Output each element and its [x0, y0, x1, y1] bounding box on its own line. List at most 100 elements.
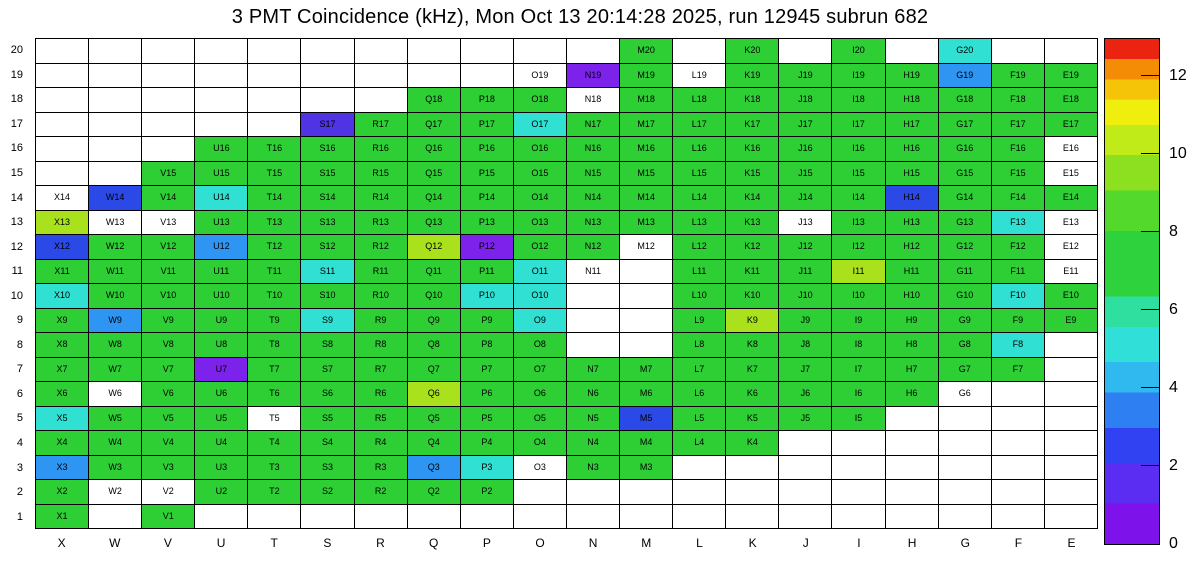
heatmap-cell: J5	[779, 406, 833, 431]
heatmap-cell: F19	[991, 63, 1045, 88]
heatmap-cell: V15	[142, 161, 196, 186]
heatmap-cell: V11	[142, 259, 196, 284]
heatmap-cell: N18	[566, 88, 621, 113]
heatmap-cell: O7	[513, 357, 567, 382]
heatmap-cell: J8	[779, 333, 833, 358]
heatmap-cell: Q9	[407, 308, 461, 333]
heatmap-cell	[938, 431, 992, 456]
heatmap-cell	[89, 88, 143, 113]
heatmap-cell: P4	[460, 431, 514, 456]
heatmap-cell: R12	[354, 235, 408, 260]
heatmap-cell: L17	[673, 112, 727, 137]
heatmap-cell	[566, 308, 621, 333]
heatmap-cell	[354, 88, 408, 113]
heatmap-cell: K10	[726, 284, 780, 309]
heatmap-cell: U4	[195, 431, 249, 456]
heatmap-cell: J19	[779, 63, 833, 88]
heatmap-cell: F18	[991, 88, 1045, 113]
heatmap-cell: L13	[673, 210, 727, 235]
heatmap-cell: K16	[726, 137, 780, 162]
heatmap-cell: N19	[566, 63, 621, 88]
heatmap-cell: O17	[513, 112, 567, 137]
x-axis-tick-label: E	[1067, 536, 1076, 550]
heatmap-cell	[1044, 382, 1098, 407]
heatmap-cell: E15	[1044, 161, 1098, 186]
heatmap-cell	[620, 284, 674, 309]
heatmap-cell: F15	[991, 161, 1045, 186]
heatmap-cell: P17	[460, 112, 514, 137]
heatmap-cell: U16	[195, 137, 249, 162]
heatmap-cell	[566, 284, 621, 309]
heatmap-cell: R9	[354, 308, 408, 333]
colorbar-tick	[1141, 309, 1159, 310]
heatmap-cell: G7	[938, 357, 992, 382]
heatmap-cell: W10	[89, 284, 143, 309]
heatmap-cell: O14	[513, 186, 567, 211]
x-axis-tick-label: T	[270, 536, 278, 550]
heatmap-cell: N11	[566, 259, 621, 284]
heatmap-cell: Q3	[407, 455, 461, 480]
heatmap-cell: L4	[673, 431, 727, 456]
heatmap-cell	[885, 431, 939, 456]
heatmap-cell: U14	[195, 186, 249, 211]
heatmap-cell: T12	[248, 235, 302, 260]
heatmap-cell: G11	[938, 259, 992, 284]
heatmap-cell: K9	[726, 308, 780, 333]
heatmap-cell: F9	[991, 308, 1045, 333]
heatmap-cell: P9	[460, 308, 514, 333]
heatmap-cell	[832, 431, 886, 456]
heatmap-cell	[726, 480, 780, 505]
heatmap-cell: W7	[89, 357, 143, 382]
heatmap-cell: I10	[832, 284, 886, 309]
heatmap-cell	[991, 431, 1045, 456]
heatmap-cell: H8	[885, 333, 939, 358]
heatmap-cell: U7	[195, 357, 249, 382]
heatmap-cell: P14	[460, 186, 514, 211]
heatmap-cell	[142, 137, 196, 162]
heatmap-cell: F16	[991, 137, 1045, 162]
heatmap-grid: M20 K20 I20 G20 O19 N19 M19 L19 K19 J19 I19 H19 G19 F…	[35, 38, 1098, 529]
y-axis-tick-label: 18	[10, 93, 23, 106]
heatmap-cell: W8	[89, 333, 143, 358]
heatmap-cell: S4	[301, 431, 355, 456]
heatmap-cell: K15	[726, 161, 780, 186]
heatmap-cell: P7	[460, 357, 514, 382]
heatmap-cell: H6	[885, 382, 939, 407]
heatmap-cell: O13	[513, 210, 567, 235]
heatmap-cell: I18	[832, 88, 886, 113]
heatmap-cell: V2	[142, 480, 196, 505]
heatmap-cell: N5	[566, 406, 621, 431]
heatmap-cell: R15	[354, 161, 408, 186]
heatmap-cell	[673, 455, 727, 480]
y-axis-tick-label: 8	[16, 338, 23, 351]
heatmap-cell: U6	[195, 382, 249, 407]
heatmap-cell: H13	[885, 210, 939, 235]
heatmap-cell	[354, 63, 408, 88]
heatmap-cell	[142, 88, 196, 113]
heatmap-cell: T14	[248, 186, 302, 211]
heatmap-cell: K14	[726, 186, 780, 211]
heatmap-cell: S8	[301, 333, 355, 358]
heatmap-cell: I20	[832, 39, 886, 64]
heatmap-cell: K13	[726, 210, 780, 235]
heatmap-cell: S2	[301, 480, 355, 505]
heatmap-cell	[832, 480, 886, 505]
y-axis-tick-label: 12	[10, 240, 23, 253]
heatmap-cell	[726, 455, 780, 480]
heatmap-cell: J17	[779, 112, 833, 137]
heatmap-cell: G8	[938, 333, 992, 358]
heatmap-cell: X2	[36, 480, 90, 505]
heatmap-cell: T6	[248, 382, 302, 407]
heatmap-cell: X14	[36, 186, 90, 211]
heatmap-cell: O10	[513, 284, 567, 309]
heatmap-cell	[1044, 357, 1098, 382]
heatmap-cell	[1044, 39, 1098, 64]
heatmap-cell: X1	[36, 504, 90, 529]
heatmap-cell	[832, 504, 886, 529]
heatmap-cell: M5	[620, 406, 674, 431]
colorbar-tick-label: 10	[1169, 145, 1187, 162]
heatmap-cell	[301, 88, 355, 113]
y-axis-tick-label: 2	[16, 486, 23, 499]
heatmap-cell	[407, 39, 461, 64]
